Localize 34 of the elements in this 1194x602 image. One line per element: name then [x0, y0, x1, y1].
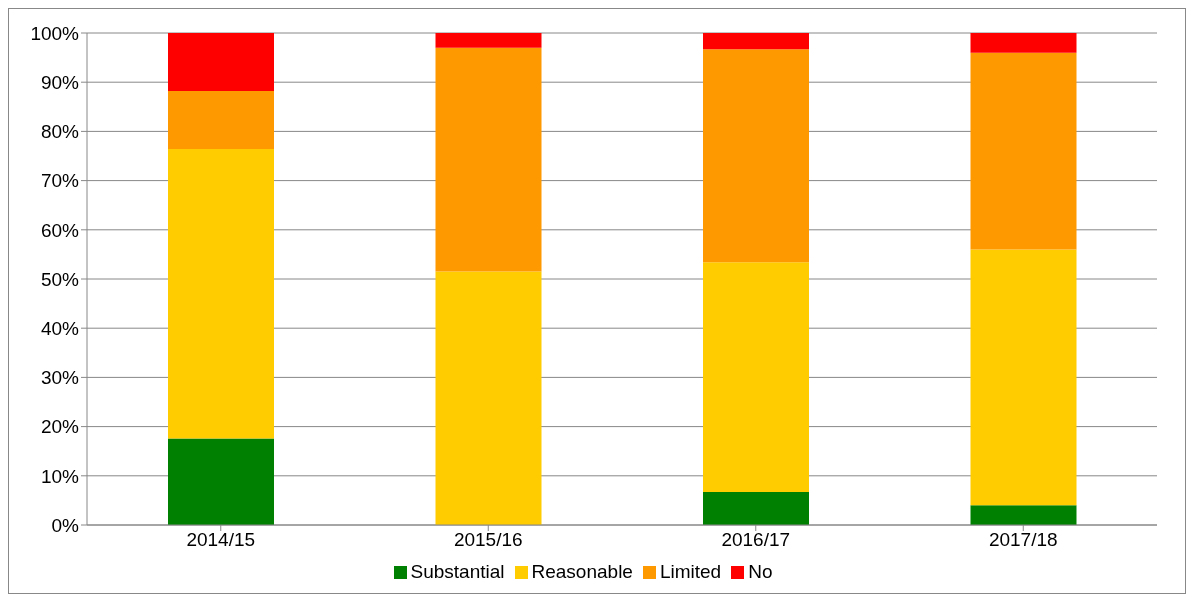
- bar: [970, 52, 1077, 250]
- y-tick-label: 70%: [40, 170, 80, 192]
- bar: [435, 33, 542, 48]
- bar: [435, 47, 542, 272]
- legend-label: No: [748, 561, 773, 582]
- y-tick-label: 40%: [40, 317, 80, 339]
- bar: [703, 492, 809, 525]
- bar: [970, 33, 1077, 53]
- bar: [970, 505, 1077, 525]
- bar: [168, 91, 274, 150]
- y-tick-label: 80%: [40, 121, 80, 143]
- x-tick-label: 2014/15: [186, 529, 256, 551]
- bar: [435, 271, 542, 525]
- legend-label: Substantial: [410, 561, 505, 582]
- bar: [703, 262, 809, 493]
- y-tick-label: 100%: [30, 22, 80, 44]
- bar: [703, 49, 809, 263]
- bar: [970, 249, 1077, 506]
- x-tick-label: 2017/18: [988, 529, 1058, 551]
- x-tick-label: 2015/16: [453, 529, 523, 551]
- x-tick-label: 2016/17: [721, 529, 791, 551]
- y-tick-label: 0%: [51, 514, 80, 536]
- y-tick-label: 50%: [40, 268, 80, 290]
- bar: [168, 149, 274, 439]
- legend-label: Reasonable: [531, 561, 633, 582]
- y-tick-label: 60%: [40, 219, 80, 241]
- legend-label: Limited: [659, 561, 722, 582]
- bar: [703, 33, 809, 50]
- y-tick-label: 90%: [40, 71, 80, 93]
- bar: [168, 438, 274, 525]
- y-tick-label: 30%: [40, 367, 80, 389]
- y-tick-label: 20%: [40, 416, 80, 438]
- bar: [168, 33, 274, 92]
- y-tick-label: 10%: [40, 465, 80, 487]
